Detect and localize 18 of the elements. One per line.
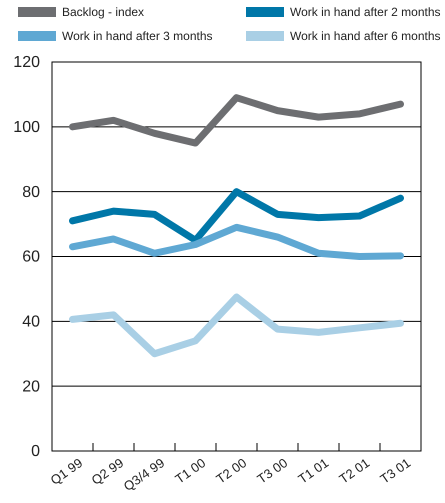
y-tick-label: 20 [22, 378, 40, 396]
y-tick-label: 120 [13, 54, 40, 72]
x-tick-label: Q1 99 [48, 455, 86, 488]
y-tick-label: 100 [13, 118, 40, 136]
x-tick-label: T2 01 [336, 455, 372, 487]
x-tick-label: T2 00 [213, 455, 250, 487]
legend-label: Work in hand after 3 months [62, 29, 213, 43]
legend-label: Work in hand after 2 months [290, 5, 441, 19]
x-tick-label: T3 00 [254, 455, 290, 487]
y-tick-label: 0 [31, 443, 40, 460]
legend-label: Backlog - index [62, 5, 144, 19]
y-tick-label: 40 [22, 313, 40, 330]
legend-label: Work in hand after 6 months [290, 29, 441, 43]
y-tick-label: 60 [22, 248, 40, 266]
y-tick-label: 80 [22, 184, 40, 201]
x-tick-label: T1 01 [295, 455, 332, 487]
x-tick-label: T3 01 [377, 455, 414, 487]
x-tick-label: T1 00 [172, 455, 208, 487]
